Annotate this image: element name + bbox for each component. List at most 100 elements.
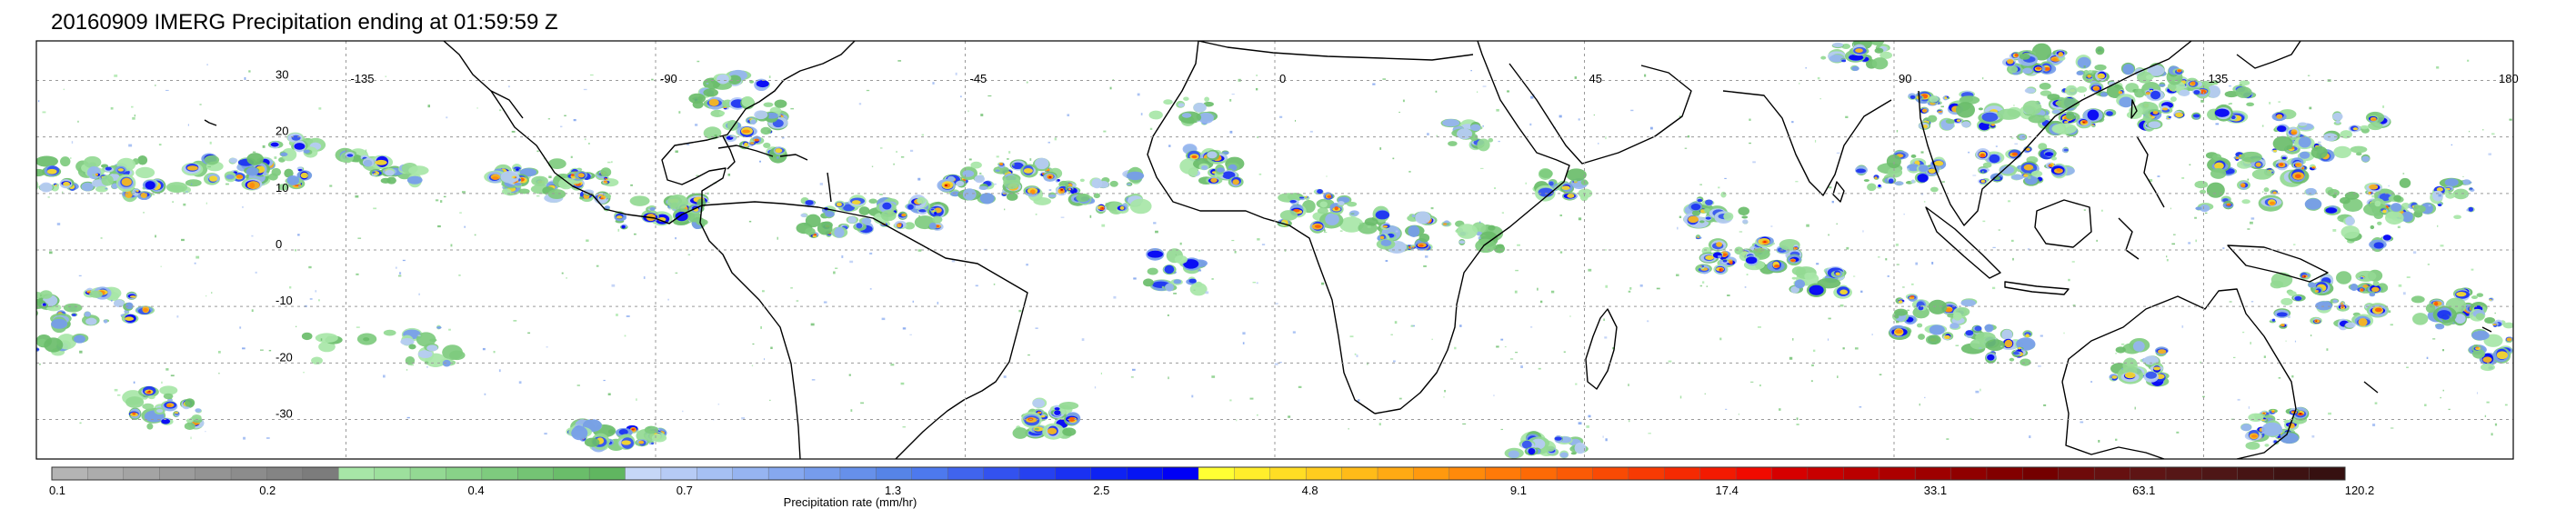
- colorbar-swatch: [481, 466, 518, 481]
- precip-speck: [2406, 276, 2411, 278]
- precip-speck: [187, 124, 189, 126]
- precip-cell: [2246, 102, 2255, 106]
- precip-speck: [1529, 123, 1532, 126]
- precip-cell: [1835, 272, 1840, 276]
- precip-speck: [1256, 87, 1258, 91]
- precip-cell: [46, 168, 57, 175]
- precip-speck: [1081, 338, 1085, 342]
- precip-speck: [536, 195, 540, 197]
- precip-cell: [2461, 179, 2471, 185]
- precip-speck: [205, 294, 207, 297]
- precip-cell: [1191, 155, 1198, 159]
- precip-speck: [1629, 286, 1632, 290]
- precip-cell: [780, 115, 784, 118]
- precip-cell: [2025, 334, 2030, 337]
- precip-cell: [2325, 207, 2338, 214]
- precip-cell: [442, 359, 451, 367]
- precip-speck: [248, 70, 251, 73]
- precip-speck: [1298, 385, 1302, 388]
- precip-speck: [1845, 115, 1849, 119]
- precip-cell: [1048, 176, 1052, 178]
- precip-speck: [410, 364, 415, 366]
- precip-cell: [1918, 165, 1929, 173]
- precip-cell: [1719, 269, 1722, 271]
- coastline-hawaii: [204, 119, 217, 126]
- precip-speck: [1234, 250, 1237, 254]
- precip-cell: [2471, 330, 2490, 341]
- precip-cell: [1217, 167, 1226, 173]
- precip-speck: [318, 107, 322, 110]
- precip-speck: [1842, 347, 1845, 350]
- precip-cell: [805, 200, 814, 205]
- precip-cell: [858, 206, 870, 215]
- precip-speck: [2262, 191, 2264, 194]
- precip-speck: [2237, 398, 2240, 401]
- precip-cell: [2298, 122, 2308, 126]
- precip-speck: [1470, 70, 1473, 72]
- precip-speck: [1047, 141, 1050, 144]
- precip-cell: [48, 306, 54, 309]
- precip-cell: [303, 149, 310, 154]
- precip-cell: [868, 198, 877, 205]
- precip-speck: [918, 215, 921, 218]
- precip-cell: [2263, 187, 2270, 193]
- precip-cell: [2120, 92, 2122, 95]
- precip-speck: [696, 175, 699, 176]
- precip-cell: [1129, 198, 1152, 215]
- colorbar-swatch: [1807, 466, 1844, 481]
- precip-speck: [2440, 245, 2444, 247]
- precip-speck: [1408, 170, 1411, 173]
- precip-speck: [1603, 318, 1605, 322]
- precip-cell: [1317, 207, 1328, 215]
- precip-cell: [2308, 282, 2316, 288]
- longitude-tick-label: 45: [1589, 72, 1602, 85]
- precip-speck: [2229, 103, 2232, 105]
- precip-speck: [570, 155, 573, 158]
- precip-cell: [148, 390, 151, 393]
- precip-speck: [1026, 264, 1028, 266]
- precip-speck: [1887, 275, 1889, 277]
- precip-cell: [408, 165, 429, 175]
- precip-speck: [79, 422, 82, 424]
- precip-speck: [2233, 356, 2236, 359]
- precip-cell: [1498, 244, 1504, 249]
- precip-cell: [1851, 65, 1859, 71]
- precip-speck: [1605, 284, 1609, 288]
- precip-speck: [1744, 286, 1747, 288]
- precip-cell: [518, 188, 530, 195]
- precip-speck: [603, 379, 606, 382]
- precip-cell: [185, 398, 195, 407]
- precip-speck: [1911, 283, 1914, 285]
- precip-speck: [1256, 414, 1258, 416]
- precip-speck: [170, 374, 175, 377]
- precip-speck: [1819, 98, 1821, 100]
- precip-cell: [1716, 242, 1723, 247]
- precip-speck: [790, 107, 794, 110]
- precip-cell: [21, 182, 28, 186]
- coastline-philippines: [2136, 135, 2165, 208]
- precip-speck: [1746, 274, 1749, 275]
- precip-cell: [1047, 169, 1050, 172]
- precip-speck: [921, 134, 924, 136]
- precip-cell: [571, 425, 588, 441]
- precip-speck: [1706, 285, 1709, 287]
- precip-speck: [1532, 94, 1535, 96]
- precip-speck: [435, 199, 439, 202]
- precip-cell: [2261, 422, 2283, 436]
- precip-cell: [2471, 295, 2478, 300]
- precip-cell: [145, 181, 155, 190]
- precip-cell: [2336, 271, 2352, 284]
- precip-cell: [2435, 324, 2445, 330]
- precip-speck: [902, 426, 906, 428]
- precip-speck: [675, 272, 678, 274]
- precip-cell: [1189, 283, 1208, 296]
- precip-speck: [2149, 179, 2153, 182]
- precip-speck: [2007, 200, 2011, 203]
- precip-speck: [790, 287, 793, 289]
- precip-cell: [1979, 122, 1990, 131]
- precip-speck: [1970, 417, 1972, 420]
- precip-speck: [1828, 186, 1832, 189]
- precip-speck: [395, 266, 397, 269]
- precip-speck: [482, 347, 486, 351]
- precip-speck: [1507, 90, 1510, 93]
